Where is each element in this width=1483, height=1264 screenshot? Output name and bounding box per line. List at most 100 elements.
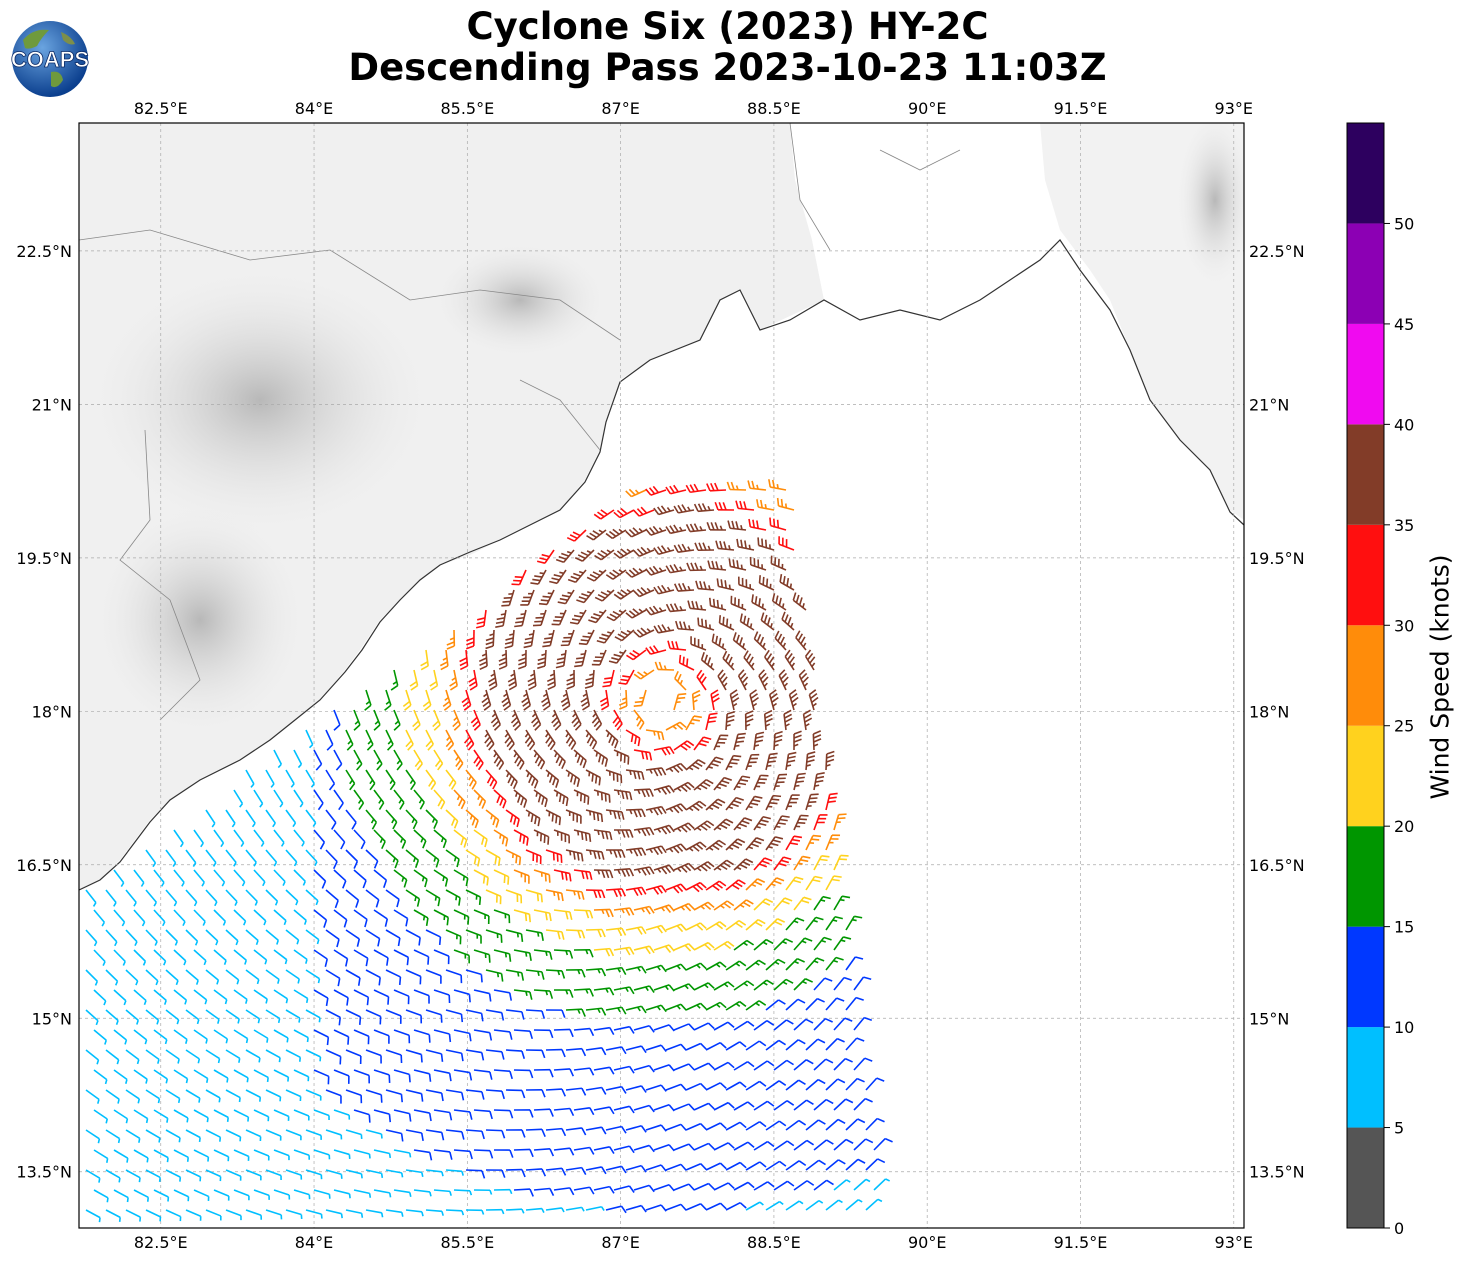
wind-barb <box>584 669 595 689</box>
wind-barb <box>580 689 591 711</box>
wind-barb <box>865 1117 885 1131</box>
wind-barb <box>715 540 735 551</box>
wind-barb <box>513 1148 534 1158</box>
wind-barb <box>593 869 614 879</box>
wind-barb <box>105 1169 121 1183</box>
wind-barb <box>473 1029 493 1041</box>
wind-barb <box>753 938 774 951</box>
wind-barb <box>585 889 606 899</box>
wind-barb <box>673 1143 695 1151</box>
wind-barb <box>525 929 544 941</box>
wind-barb <box>373 909 389 927</box>
wind-barb <box>613 789 633 801</box>
wind-barb <box>193 869 205 887</box>
wind-barb <box>645 1004 667 1013</box>
wind-barb <box>713 981 735 991</box>
wind-barb <box>433 949 450 965</box>
wind-barb <box>795 630 807 651</box>
wind-barb <box>525 809 541 827</box>
wind-barb <box>805 957 825 971</box>
wind-barb <box>313 829 326 850</box>
wind-barb <box>728 558 747 571</box>
wind-barb <box>813 1098 834 1111</box>
wind-barb <box>653 1144 675 1152</box>
wind-barb <box>85 929 98 947</box>
wind-barb <box>293 829 305 847</box>
wind-barb <box>273 989 289 1004</box>
wind-barb <box>853 976 872 991</box>
wind-barb <box>265 969 280 984</box>
lon-tick-label: 93°E <box>1215 99 1253 118</box>
wind-barb <box>373 989 390 1005</box>
wind-barb <box>833 1179 851 1191</box>
wind-barb <box>313 789 324 811</box>
wind-barb <box>618 669 635 685</box>
wind-barb <box>727 520 747 531</box>
wind-barb <box>105 1129 121 1144</box>
lat-tick-label: 16.5°N <box>16 856 72 875</box>
wind-barb <box>665 1123 687 1131</box>
wind-barb <box>685 841 707 852</box>
wind-barb <box>553 1068 575 1077</box>
wind-barb <box>525 1168 547 1177</box>
wind-barb <box>613 1065 635 1074</box>
wind-barb <box>185 1169 202 1182</box>
wind-barb <box>113 869 125 887</box>
wind-barb <box>805 875 823 891</box>
wind-barb <box>573 988 594 997</box>
lon-tick-label: 87°E <box>601 1233 639 1252</box>
wind-barb <box>313 1109 330 1121</box>
wind-barb <box>653 944 675 953</box>
wind-barb <box>470 709 481 731</box>
wind-barb <box>553 869 572 882</box>
wind-barb <box>245 1009 261 1024</box>
wind-barb <box>285 1169 303 1180</box>
wind-barb <box>245 1209 263 1220</box>
wind-barb <box>173 869 185 887</box>
wind-barb <box>413 869 428 888</box>
wind-barb <box>730 595 747 611</box>
wind-barb <box>853 1178 871 1191</box>
wind-barb <box>393 1069 411 1083</box>
wind-barb <box>833 1098 854 1111</box>
wind-barb <box>245 769 255 788</box>
wind-barb <box>625 608 647 619</box>
wind-barb <box>325 1089 342 1104</box>
wind-barb <box>493 829 509 847</box>
wind-barb <box>865 1158 886 1171</box>
wind-barb <box>365 1169 384 1178</box>
wind-barb <box>422 689 432 711</box>
wind-barb <box>153 1149 169 1163</box>
wind-barb <box>293 949 308 964</box>
wind-barb <box>125 1209 142 1222</box>
wind-barb <box>205 1169 222 1182</box>
wind-barb <box>165 1169 182 1182</box>
wind-barb <box>253 829 265 847</box>
wind-barb <box>725 838 746 851</box>
wind-barb <box>665 603 687 613</box>
wind-barb <box>613 829 634 838</box>
wind-barb <box>785 957 805 971</box>
wind-barb <box>513 829 529 846</box>
lat-tick-label: 16.5°N <box>1249 856 1305 875</box>
wind-barb <box>165 1089 181 1104</box>
wind-barb <box>393 869 408 888</box>
wind-barb <box>805 1159 826 1171</box>
wind-barb <box>402 689 412 711</box>
wind-barb <box>285 1009 301 1023</box>
wind-barb <box>825 1159 846 1171</box>
wind-barb <box>345 1009 362 1025</box>
wind-barb <box>165 849 177 868</box>
wind-barb <box>733 899 754 911</box>
wind-barb <box>353 1189 372 1198</box>
wind-barb <box>560 629 575 647</box>
wind-barb <box>193 1029 208 1044</box>
wind-barb <box>625 886 647 897</box>
wind-barb <box>686 562 707 572</box>
wind-barb <box>805 1199 824 1211</box>
wind-barb <box>325 929 340 948</box>
wind-barb <box>739 613 755 631</box>
wind-barb <box>793 730 802 751</box>
wind-barb <box>825 997 845 1011</box>
terrain-shading <box>90 500 310 740</box>
